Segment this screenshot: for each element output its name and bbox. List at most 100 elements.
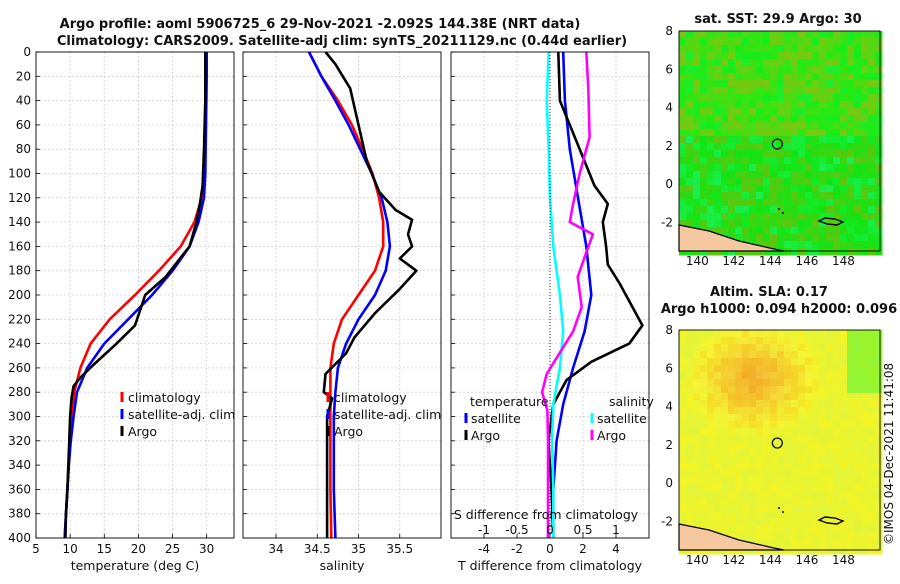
map-cell — [742, 498, 750, 506]
map-cell — [742, 52, 750, 60]
map-cell — [707, 157, 715, 165]
map-cell — [833, 344, 841, 352]
map-cell — [812, 372, 820, 380]
map-cell — [812, 171, 820, 179]
map-cell — [707, 52, 715, 60]
map-cell — [833, 73, 841, 81]
map-cell — [784, 400, 792, 408]
map-cell — [735, 150, 743, 158]
map-cell — [749, 199, 757, 207]
map-cell — [707, 171, 715, 179]
map-cell — [798, 52, 806, 60]
map-cell — [777, 344, 785, 352]
map-cell — [714, 45, 722, 53]
map-cell — [875, 38, 883, 46]
map-cell — [875, 491, 883, 499]
map-cell — [707, 372, 715, 380]
map-cell — [812, 143, 820, 151]
map-cell — [875, 73, 883, 81]
map-cell — [679, 379, 687, 387]
series-line-climatology — [307, 51, 385, 539]
map-cell — [819, 393, 827, 401]
map-cell — [861, 185, 869, 193]
map-cell — [805, 512, 813, 520]
map-cell — [791, 456, 799, 464]
map-cell — [728, 143, 736, 151]
map-cell — [840, 129, 848, 137]
map-cell — [777, 178, 785, 186]
map-cell — [742, 330, 750, 338]
map-cell — [798, 87, 806, 95]
map-cell — [749, 227, 757, 235]
map-cell — [847, 150, 855, 158]
map-cell — [735, 456, 743, 464]
map-cell — [763, 519, 771, 527]
map-cell — [777, 400, 785, 408]
map-cell — [714, 456, 722, 464]
map-cell — [868, 73, 876, 81]
map-cell — [798, 435, 806, 443]
map-cell — [700, 337, 708, 345]
map-cell — [833, 59, 841, 67]
map-cell — [812, 449, 820, 457]
map-cell — [777, 220, 785, 228]
map-cell — [693, 129, 701, 137]
map-cell — [679, 477, 687, 485]
map-cell — [763, 400, 771, 408]
map-cell — [819, 115, 827, 123]
map-cell — [749, 143, 757, 151]
map-cell — [721, 213, 729, 221]
map-cell — [693, 248, 701, 256]
map-cell — [749, 365, 757, 373]
map-cell — [819, 136, 827, 144]
map-cell — [875, 185, 883, 193]
map-cell — [679, 442, 687, 450]
map-cell — [735, 129, 743, 137]
map-cell — [686, 143, 694, 151]
map-cell — [700, 143, 708, 151]
map-cell — [679, 498, 687, 506]
map-cell — [742, 358, 750, 366]
map-cell — [868, 157, 876, 165]
map-cell — [861, 393, 869, 401]
map-cell — [805, 213, 813, 221]
y-tick-label: 240 — [8, 337, 31, 351]
map-cell — [826, 66, 834, 74]
map-cell — [707, 185, 715, 193]
map-cell — [693, 38, 701, 46]
x-tick-label: 10 — [62, 542, 77, 556]
map-cell — [868, 171, 876, 179]
map-cell — [847, 192, 855, 200]
map-cell — [784, 358, 792, 366]
sla-map-title-line1: Altim. SLA: 0.17 — [710, 285, 828, 300]
map-cell — [819, 178, 827, 186]
map-cell — [812, 73, 820, 81]
map-cell — [707, 477, 715, 485]
map-cell — [693, 470, 701, 478]
map-cell — [833, 66, 841, 74]
map-cell — [707, 512, 715, 520]
map-cell — [728, 491, 736, 499]
map-cell — [833, 470, 841, 478]
map-cell — [742, 337, 750, 345]
map-cell — [784, 164, 792, 172]
map-cell — [826, 241, 834, 249]
map-cell — [784, 185, 792, 193]
map-cell — [735, 45, 743, 53]
map-cell — [693, 386, 701, 394]
map-cell — [686, 456, 694, 464]
map-cell — [854, 477, 862, 485]
map-cell — [861, 80, 869, 88]
map-cell — [735, 421, 743, 429]
map-cell — [756, 94, 764, 102]
map-cell — [756, 533, 764, 541]
map-cell — [679, 136, 687, 144]
map-cell — [749, 386, 757, 394]
map-cell — [763, 442, 771, 450]
map-cell — [686, 442, 694, 450]
map-cell — [777, 337, 785, 345]
map-cell — [875, 108, 883, 116]
map-cell — [728, 344, 736, 352]
map-cell — [721, 491, 729, 499]
map-cell — [875, 220, 883, 228]
